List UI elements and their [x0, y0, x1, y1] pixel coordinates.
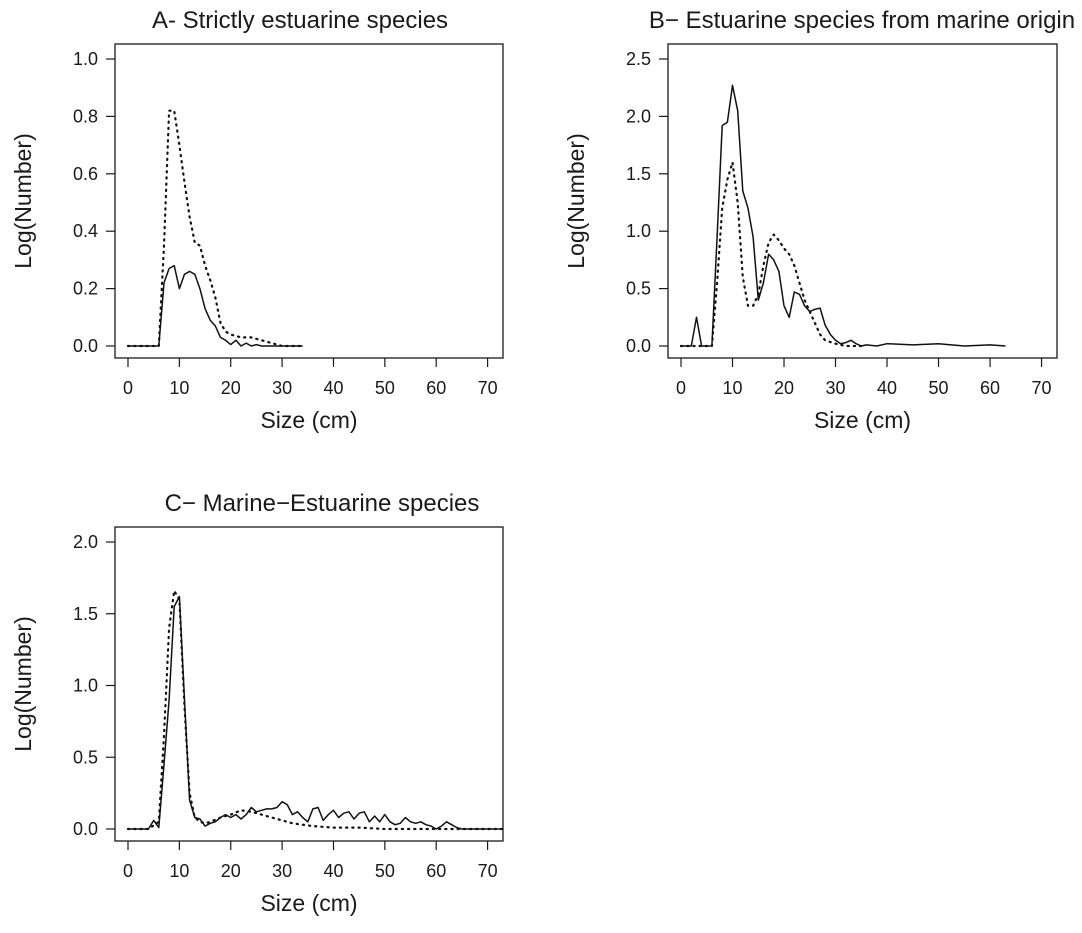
panel-a-plot-frame: [114, 43, 504, 359]
y-tick-label: 0.0: [73, 336, 98, 356]
x-tick-label: 40: [323, 861, 343, 881]
y-tick-label: 0.2: [73, 279, 98, 299]
y-tick-label: 1.5: [626, 164, 651, 184]
y-tick-label: 2.5: [626, 49, 651, 69]
y-tick-label: 0.6: [73, 164, 98, 184]
panel-b-y-axis: 0.0 0.5 1.0 1.5 2.0 2.5: [626, 49, 668, 356]
y-tick-label: 1.0: [73, 676, 98, 696]
y-tick-label: 2.0: [73, 532, 98, 552]
panel-b-series-dotted: [679, 161, 863, 348]
y-tick-label: 0.0: [73, 819, 98, 839]
panel-a-series-dotted: [126, 109, 304, 348]
panel-c-plot-frame: [114, 526, 504, 842]
x-tick-label: 40: [877, 378, 897, 398]
y-tick-label: 0.8: [73, 106, 98, 126]
panel-c-y-label: Log(Number): [10, 616, 36, 752]
panel-a-x-label: Size (cm): [260, 407, 357, 433]
panel-c-series-dotted: [126, 589, 505, 831]
panel-c-x-axis: 0 10 20 30 40 50 60 70: [123, 841, 498, 881]
panel-c-y-axis: 0.0 0.5 1.0 1.5 2.0: [73, 532, 115, 839]
panel-c-x-label: Size (cm): [260, 890, 357, 916]
x-tick-label: 0: [123, 378, 133, 398]
y-tick-label: 0.4: [73, 221, 98, 241]
panel-c-title: C− Marine−Estuarine species: [165, 490, 480, 517]
panel-b: B− Estuarine species from marine origin 0…: [563, 7, 1075, 433]
panel-b-y-label: Log(Number): [563, 133, 589, 269]
x-tick-label: 10: [722, 378, 742, 398]
y-tick-label: 2.0: [626, 106, 651, 126]
panel-a-series-solid: [128, 264, 303, 347]
x-tick-label: 30: [826, 378, 846, 398]
x-tick-label: 40: [323, 378, 343, 398]
panel-a-title: A- Strictly estuarine species: [152, 7, 448, 34]
x-tick-label: 50: [375, 861, 395, 881]
x-tick-label: 20: [774, 378, 794, 398]
y-tick-label: 1.5: [73, 604, 98, 624]
x-tick-label: 60: [426, 861, 446, 881]
x-tick-label: 20: [221, 861, 241, 881]
x-tick-label: 10: [169, 378, 189, 398]
panel-b-title: B− Estuarine species from marine origin: [649, 7, 1075, 34]
x-tick-label: 10: [169, 861, 189, 881]
x-tick-label: 70: [478, 378, 498, 398]
x-tick-label: 50: [375, 378, 395, 398]
panel-a-x-axis: 0 10 20 30 40 50 60 70: [123, 358, 498, 398]
x-tick-label: 60: [426, 378, 446, 398]
y-tick-label: 1.0: [73, 49, 98, 69]
x-tick-label: 70: [478, 861, 498, 881]
x-tick-label: 30: [272, 861, 292, 881]
x-tick-label: 0: [123, 861, 133, 881]
panel-a: A- Strictly estuarine species 0 10 20 30 40 50…: [10, 7, 504, 433]
panel-b-series-solid: [681, 84, 1006, 347]
panel-b-x-axis: 0 10 20 30 40 50 60 70: [676, 358, 1052, 398]
panel-c-series-solid: [128, 595, 503, 830]
panel-a-y-axis: 0.0 0.2 0.4 0.6 0.8 1.0: [73, 49, 115, 356]
x-tick-label: 20: [221, 378, 241, 398]
y-tick-label: 0.5: [73, 747, 98, 767]
panel-a-y-label: Log(Number): [10, 133, 36, 269]
y-tick-label: 1.0: [626, 221, 651, 241]
x-tick-label: 30: [272, 378, 292, 398]
panel-c: C− Marine−Estuarine species 0 10 20 30 40 50 60…: [10, 490, 505, 916]
x-tick-label: 0: [676, 378, 686, 398]
x-tick-label: 70: [1032, 378, 1052, 398]
x-tick-label: 50: [929, 378, 949, 398]
panel-b-plot-frame: [667, 43, 1058, 359]
y-tick-label: 0.5: [626, 279, 651, 299]
x-tick-label: 60: [980, 378, 1000, 398]
panel-b-x-label: Size (cm): [814, 407, 911, 433]
y-tick-label: 0.0: [626, 336, 651, 356]
